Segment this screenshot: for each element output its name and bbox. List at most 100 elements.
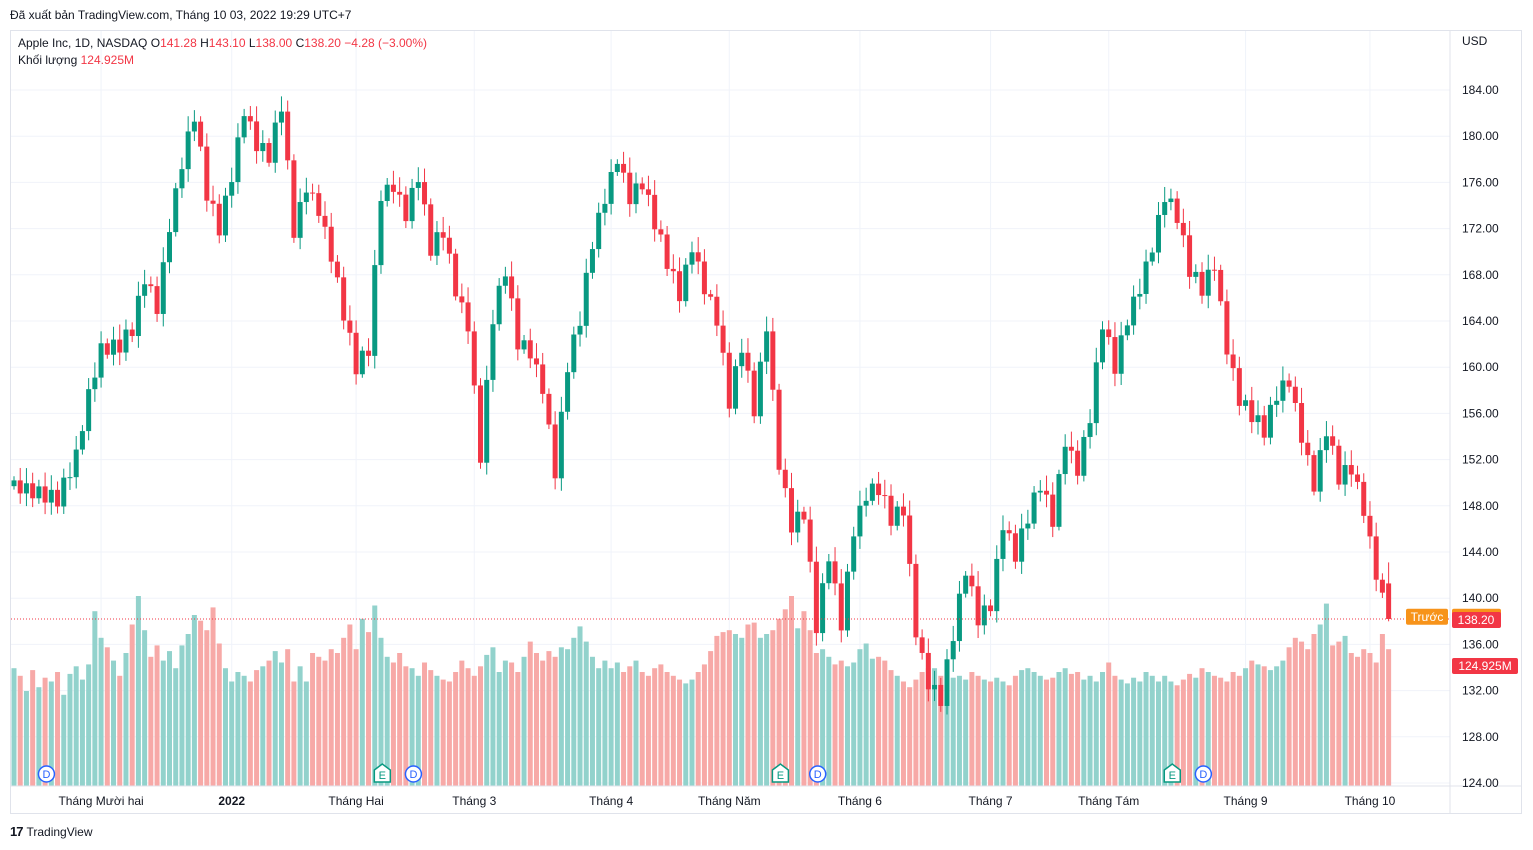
- candle-body: [179, 169, 185, 189]
- volume-bar: [1379, 634, 1385, 786]
- volume-bar: [1068, 673, 1074, 786]
- currency-label: USD: [1462, 34, 1488, 48]
- candle-body: [1330, 436, 1336, 446]
- candle-body: [11, 480, 17, 487]
- legend-o: O141.28: [150, 36, 197, 50]
- candle-body: [328, 226, 334, 262]
- candle-body: [17, 480, 23, 494]
- candle-body: [614, 163, 620, 173]
- volume-bar: [1155, 681, 1161, 786]
- volume-bar: [384, 656, 390, 786]
- volume-bar: [1143, 672, 1149, 786]
- volume-bar: [614, 662, 620, 786]
- volume-bar: [577, 626, 583, 786]
- candle-body: [533, 358, 539, 365]
- candle-body: [782, 469, 788, 489]
- candle-body: [1218, 269, 1224, 302]
- volume-bar: [888, 670, 894, 786]
- published-text: Đã xuất bản TradingView.com, Tháng 10 03…: [10, 8, 352, 22]
- volume-bar: [757, 637, 763, 786]
- candle-body: [1037, 490, 1043, 493]
- volume-bar: [1280, 660, 1286, 786]
- x-tick-label: Tháng 7: [969, 794, 1013, 808]
- volume-bar: [552, 656, 558, 786]
- candle-body: [266, 143, 272, 163]
- volume-bar: [154, 645, 160, 786]
- candle-body: [757, 361, 763, 417]
- y-tick-label: 156.00: [1462, 406, 1499, 420]
- volume-bar: [1100, 672, 1105, 786]
- candle-body: [1199, 271, 1205, 296]
- x-tick-label: Tháng 3: [452, 794, 496, 808]
- candle-body: [583, 272, 589, 326]
- x-tick-label: 2022: [218, 794, 245, 808]
- candle-body: [894, 506, 900, 526]
- candle-body: [558, 411, 564, 479]
- volume-bar: [739, 637, 745, 786]
- candle-body: [30, 483, 36, 499]
- volume-bar: [278, 662, 284, 786]
- candle-body: [229, 182, 235, 196]
- chart-frame[interactable]: [10, 30, 1522, 814]
- volume-bar: [1075, 672, 1081, 786]
- volume-bar: [322, 660, 328, 786]
- volume-bar: [1025, 668, 1031, 786]
- volume-bar: [894, 675, 900, 786]
- candle-body: [1367, 515, 1373, 537]
- candle-body: [422, 182, 428, 205]
- volume-bar: [260, 666, 266, 786]
- volume-bar: [111, 660, 117, 786]
- candle-body: [285, 111, 291, 161]
- candle-body: [857, 505, 863, 537]
- candle-body: [322, 215, 328, 227]
- volume-bar: [1286, 647, 1292, 786]
- footer-branding[interactable]: 17 TradingView: [10, 824, 93, 839]
- volume-bar: [1367, 653, 1373, 786]
- volume-bar: [1336, 641, 1342, 786]
- candle-body: [397, 191, 403, 195]
- candle-body: [695, 252, 701, 262]
- candle-body: [1336, 445, 1342, 485]
- candle-body: [677, 271, 683, 302]
- volume-bar: [328, 649, 334, 786]
- candle-body: [1249, 400, 1255, 423]
- earnings-marker-label: E: [379, 770, 386, 782]
- candle-body: [739, 352, 745, 367]
- candle-body: [111, 339, 117, 355]
- volume-bar: [235, 672, 241, 786]
- volume-bar: [440, 679, 446, 786]
- volume-bar: [795, 628, 801, 786]
- candle-body: [1267, 404, 1273, 438]
- volume-bar: [664, 672, 670, 786]
- prev-close-tag: [1406, 608, 1448, 625]
- candle-body: [1211, 269, 1217, 271]
- volume-bar: [42, 677, 48, 786]
- volume-bar: [61, 694, 67, 786]
- volume-bar: [726, 630, 732, 786]
- candle-body: [303, 192, 309, 203]
- candle-body: [733, 366, 739, 409]
- volume-bar: [347, 624, 353, 786]
- candle-body: [621, 163, 627, 173]
- candle-body: [975, 586, 981, 626]
- volume-bar: [179, 645, 185, 786]
- candle-body: [1019, 528, 1025, 562]
- dividend-marker-label: D: [409, 769, 417, 781]
- volume-bar: [36, 687, 42, 786]
- volume-bar: [1193, 677, 1199, 786]
- volume-bar: [403, 666, 409, 786]
- volume-bar: [247, 681, 253, 786]
- volume-bar: [502, 660, 508, 786]
- candle-body: [851, 536, 857, 572]
- volume-bar: [621, 672, 627, 786]
- candle-body: [92, 377, 98, 390]
- candle-body: [546, 393, 552, 425]
- volume-bar: [129, 624, 135, 786]
- candle-body: [216, 203, 222, 236]
- candle-body: [801, 511, 807, 520]
- y-tick-label: 144.00: [1462, 545, 1499, 559]
- volume-bar: [1224, 681, 1230, 786]
- candle-body: [1261, 415, 1267, 438]
- legend-h: H143.10: [200, 36, 246, 50]
